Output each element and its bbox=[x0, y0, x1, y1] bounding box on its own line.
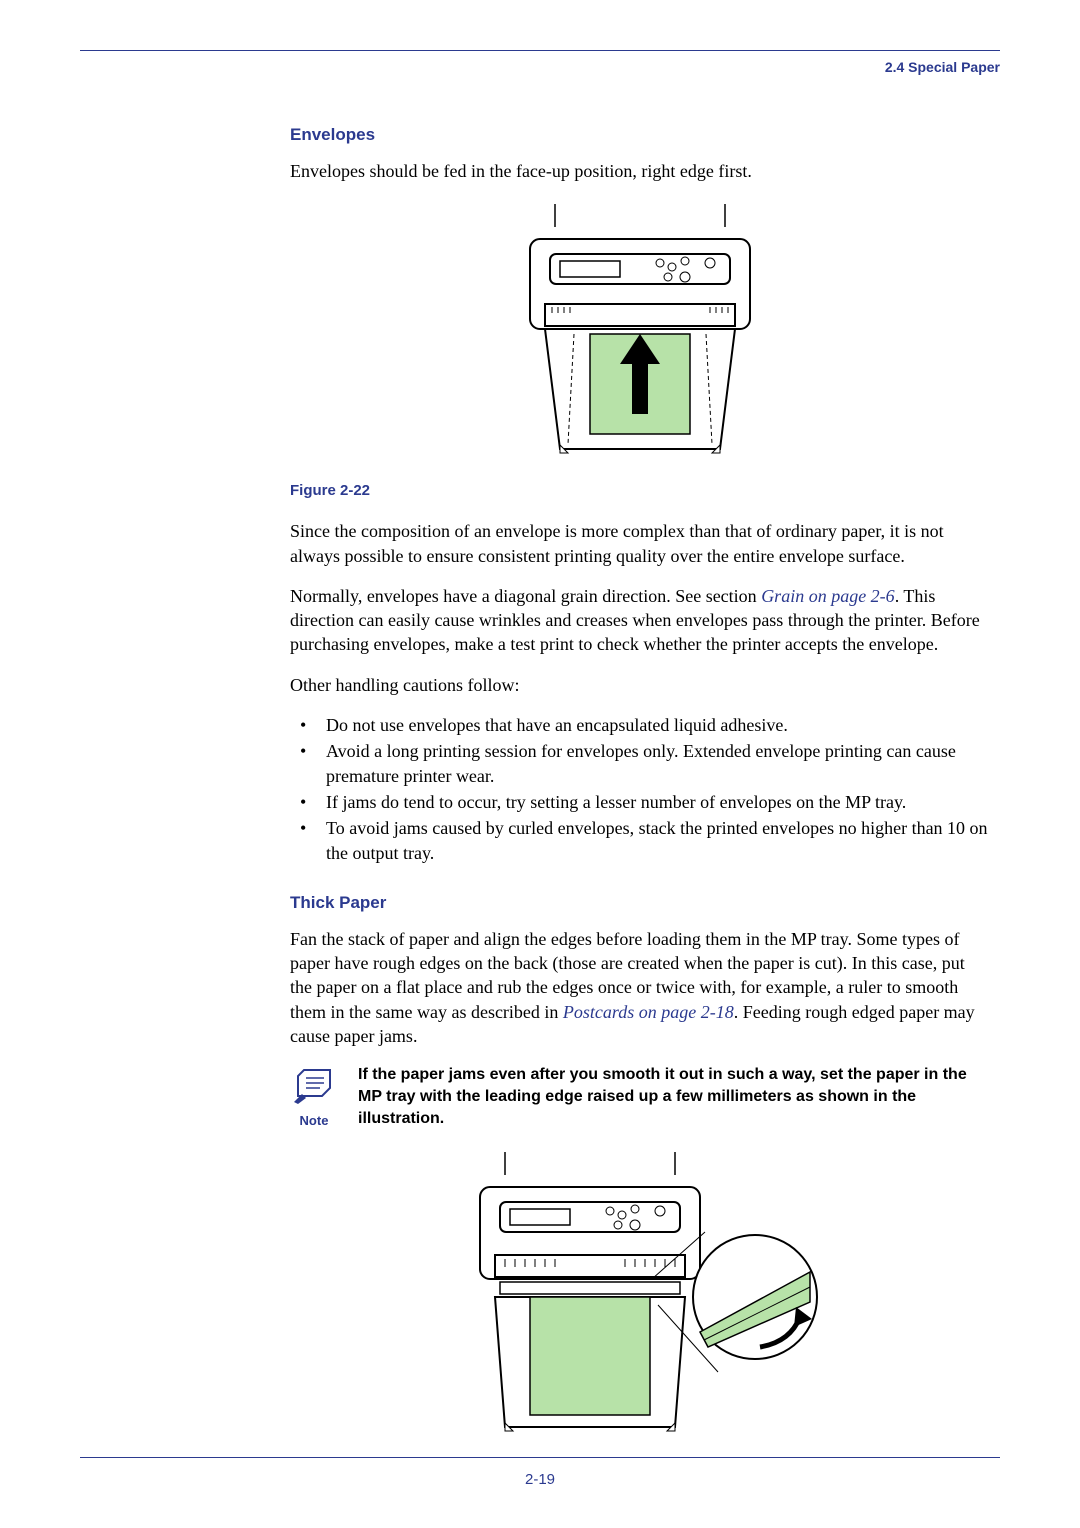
bullet-item: Do not use envelopes that have an encaps… bbox=[290, 713, 990, 737]
bullet-item: Avoid a long printing session for envelo… bbox=[290, 739, 990, 788]
page-number: 2-19 bbox=[0, 1471, 1080, 1488]
note-block: Note If the paper jams even after you sm… bbox=[290, 1064, 990, 1129]
envelopes-para2-pre: Normally, envelopes have a diagonal grai… bbox=[290, 586, 761, 606]
content-area: Envelopes Envelopes should be fed in the… bbox=[290, 125, 990, 1442]
envelopes-para1: Since the composition of an envelope is … bbox=[290, 519, 990, 568]
note-text: If the paper jams even after you smooth … bbox=[358, 1064, 990, 1129]
top-rule bbox=[80, 50, 1000, 51]
note-icon-column: Note bbox=[290, 1064, 338, 1128]
thickpaper-para: Fan the stack of paper and align the edg… bbox=[290, 927, 990, 1048]
figure-2-22 bbox=[290, 199, 990, 464]
envelopes-para3: Other handling cautions follow: bbox=[290, 673, 990, 697]
bottom-rule bbox=[80, 1457, 1000, 1458]
envelopes-intro: Envelopes should be fed in the face-up p… bbox=[290, 159, 990, 183]
figure-thickpaper bbox=[290, 1147, 990, 1442]
grain-link[interactable]: Grain on page 2-6 bbox=[761, 586, 895, 606]
header-section-ref: 2.4 Special Paper bbox=[80, 59, 1000, 75]
postcards-link[interactable]: Postcards on page 2-18 bbox=[563, 1002, 734, 1022]
bullet-item: If jams do tend to occur, try setting a … bbox=[290, 790, 990, 814]
envelopes-heading: Envelopes bbox=[290, 125, 990, 145]
envelopes-bullets: Do not use envelopes that have an encaps… bbox=[290, 713, 990, 865]
page-container: 2.4 Special Paper Envelopes Envelopes sh… bbox=[0, 0, 1080, 1528]
note-icon bbox=[292, 1064, 336, 1104]
printer-thickpaper-diagram bbox=[460, 1147, 820, 1437]
thickpaper-heading: Thick Paper bbox=[290, 893, 990, 913]
figure-2-22-caption: Figure 2-22 bbox=[290, 482, 990, 499]
bullet-item: To avoid jams caused by curled envelopes… bbox=[290, 816, 990, 865]
printer-envelope-diagram bbox=[510, 199, 770, 459]
note-label: Note bbox=[290, 1113, 338, 1128]
envelopes-para2: Normally, envelopes have a diagonal grai… bbox=[290, 584, 990, 657]
